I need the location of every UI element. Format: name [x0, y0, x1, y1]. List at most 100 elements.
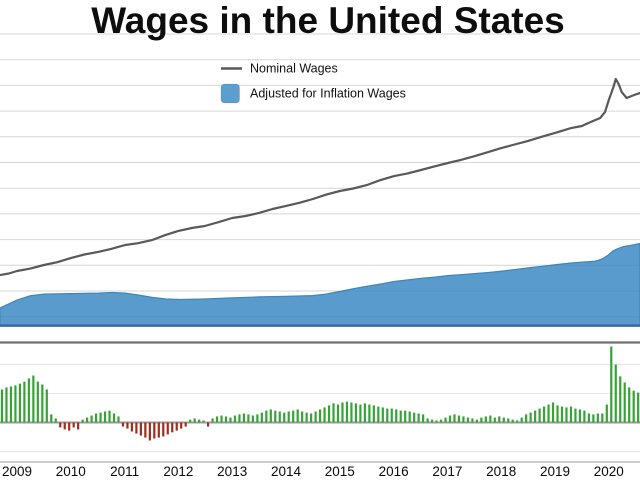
x-axis-label-2017: 2017	[432, 464, 462, 479]
growth-bar	[157, 422, 160, 438]
growth-bar	[81, 419, 84, 423]
growth-bar	[413, 412, 416, 423]
growth-bar	[90, 415, 93, 423]
growth-bar	[229, 417, 232, 423]
growth-bar	[534, 410, 537, 423]
real-wages-area	[0, 242, 640, 327]
growth-bar	[444, 417, 447, 423]
growth-bar	[72, 422, 75, 428]
growth-bar	[605, 404, 608, 423]
growth-bar	[327, 405, 331, 423]
growth-bar	[511, 419, 514, 423]
growth-bar	[529, 412, 532, 423]
growth-bar	[86, 417, 89, 423]
growth-bar	[386, 408, 389, 423]
growth-bar	[538, 408, 541, 423]
growth-bar	[180, 422, 183, 429]
growth-bar	[27, 378, 30, 423]
chart-title: Wages in the United States	[91, 0, 565, 41]
growth-bar	[103, 411, 107, 423]
growth-bar	[435, 420, 438, 423]
growth-bar	[551, 402, 555, 423]
growth-bar	[592, 414, 595, 423]
growth-bar	[283, 412, 286, 423]
x-axis-labels: 2009 2010 2011 2012 2013 2014 2015 2016 2017 2018…	[2, 464, 624, 479]
growth-bar	[417, 413, 420, 423]
growth-bar	[542, 406, 546, 423]
growth-bar	[372, 405, 375, 423]
growth-bar	[556, 405, 559, 423]
growth-bar	[193, 418, 196, 423]
growth-bar	[242, 413, 246, 423]
growth-bar	[422, 414, 425, 423]
growth-bar	[278, 411, 281, 423]
x-axis-label-2018: 2018	[486, 464, 516, 479]
growth-bar	[153, 422, 156, 439]
growth-bar	[139, 422, 142, 436]
growth-bar	[498, 416, 501, 423]
growth-bar	[260, 412, 263, 423]
growth-bar	[350, 402, 353, 423]
growth-bar	[198, 419, 201, 423]
growth-bar	[368, 404, 371, 423]
growth-bar	[18, 383, 22, 423]
growth-bar	[99, 412, 102, 423]
x-axis-label-2010: 2010	[56, 464, 86, 479]
growth-bar	[565, 407, 568, 423]
growth-bar	[23, 381, 26, 423]
growth-bar	[623, 382, 626, 423]
growth-bar	[610, 346, 613, 423]
legend: Nominal Wages Adjusted for Inflation Wag…	[220, 62, 406, 104]
growth-bar	[448, 415, 452, 423]
growth-bar	[466, 417, 470, 423]
growth-bar	[314, 411, 317, 423]
growth-bar	[256, 414, 259, 423]
growth-bar	[484, 416, 487, 423]
growth-bar	[439, 419, 443, 423]
growth-bar	[430, 419, 434, 423]
nominal-wages-line	[0, 77, 640, 277]
growth-bar	[189, 419, 192, 423]
growth-bar	[130, 422, 134, 432]
growth-bar	[220, 415, 223, 423]
growth-bar	[224, 416, 228, 423]
growth-bar	[310, 413, 313, 423]
x-axis-label-2012: 2012	[163, 464, 193, 479]
growth-bar	[32, 375, 35, 423]
growth-bar	[475, 419, 478, 423]
growth-bar	[36, 381, 39, 423]
growth-bar	[493, 417, 496, 423]
growth-bar	[68, 422, 71, 431]
real-wages-baseline	[0, 324, 640, 327]
growth-bar	[144, 422, 147, 438]
growth-bar	[301, 411, 304, 423]
growth-bar	[354, 403, 358, 423]
growth-bar	[628, 387, 631, 423]
growth-bar	[377, 406, 380, 423]
growth-bar	[41, 384, 44, 423]
growth-bar	[112, 413, 116, 423]
growth-bar	[50, 414, 53, 423]
growth-bar	[525, 414, 528, 423]
growth-bar	[94, 413, 98, 423]
x-axis-label-2009: 2009	[2, 464, 32, 479]
growth-bar	[359, 404, 362, 423]
growth-bar	[108, 410, 111, 423]
main-chart-gridlines-overlay	[0, 33, 640, 318]
growth-bar	[404, 410, 407, 423]
wage-growth-bars	[0, 346, 640, 441]
growth-bar	[45, 389, 48, 423]
inflation-wages-legend-swatch	[220, 83, 240, 104]
growth-bar	[175, 422, 178, 431]
growth-bar	[247, 414, 250, 423]
growth-bar	[215, 416, 219, 423]
growth-bar	[117, 416, 120, 423]
nominal-wages-legend-label: Nominal Wages	[250, 62, 338, 76]
growth-bar	[54, 418, 57, 423]
growth-bar	[583, 410, 586, 423]
growth-bar	[305, 412, 308, 423]
growth-bar	[516, 420, 519, 423]
growth-bar	[507, 418, 510, 423]
x-axis-label-2016: 2016	[379, 464, 409, 479]
